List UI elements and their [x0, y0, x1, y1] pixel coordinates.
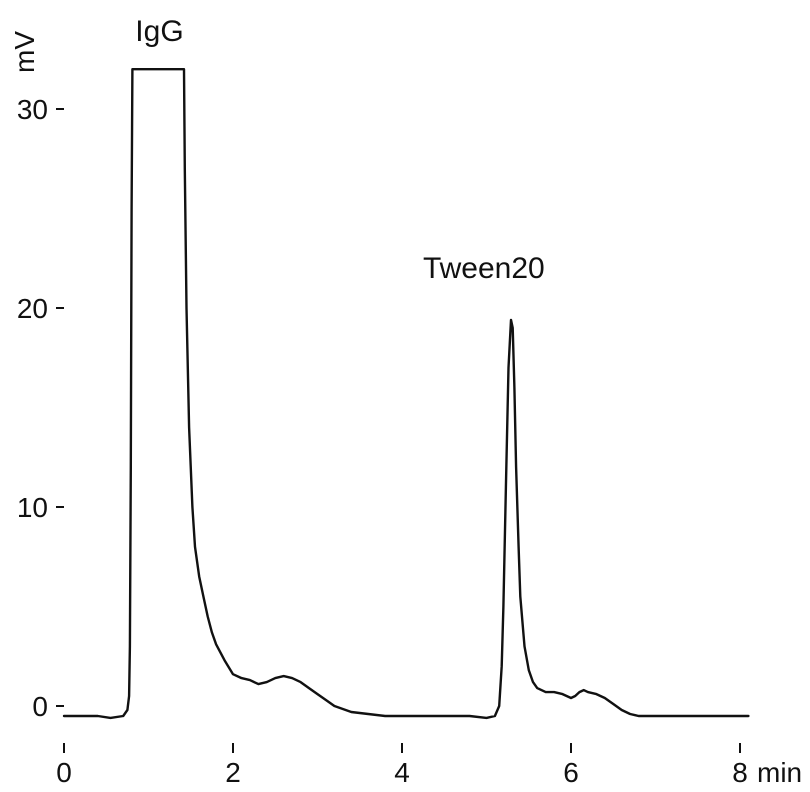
- x-tick-label: 4: [394, 757, 410, 788]
- x-tick-label: 2: [225, 757, 241, 788]
- y-tick-label: 0: [32, 691, 48, 722]
- y-axis-unit-label: mV: [9, 31, 40, 73]
- y-axis: 0 10 20 30: [17, 94, 64, 722]
- x-tick-label: 8: [732, 757, 748, 788]
- tween20-peak-label: Tween20: [423, 252, 545, 285]
- x-axis: 0 2 4 6 8: [56, 743, 748, 788]
- y-tick-label: 30: [17, 94, 48, 125]
- y-tick-label: 20: [17, 293, 48, 324]
- x-tick-label: 6: [563, 757, 579, 788]
- x-tick-label: 0: [56, 757, 72, 788]
- y-tick-label: 10: [17, 492, 48, 523]
- x-axis-unit-label: min: [757, 757, 802, 788]
- igg-peak-label: IgG: [135, 15, 183, 48]
- chromatogram-trace: [62, 68, 750, 720]
